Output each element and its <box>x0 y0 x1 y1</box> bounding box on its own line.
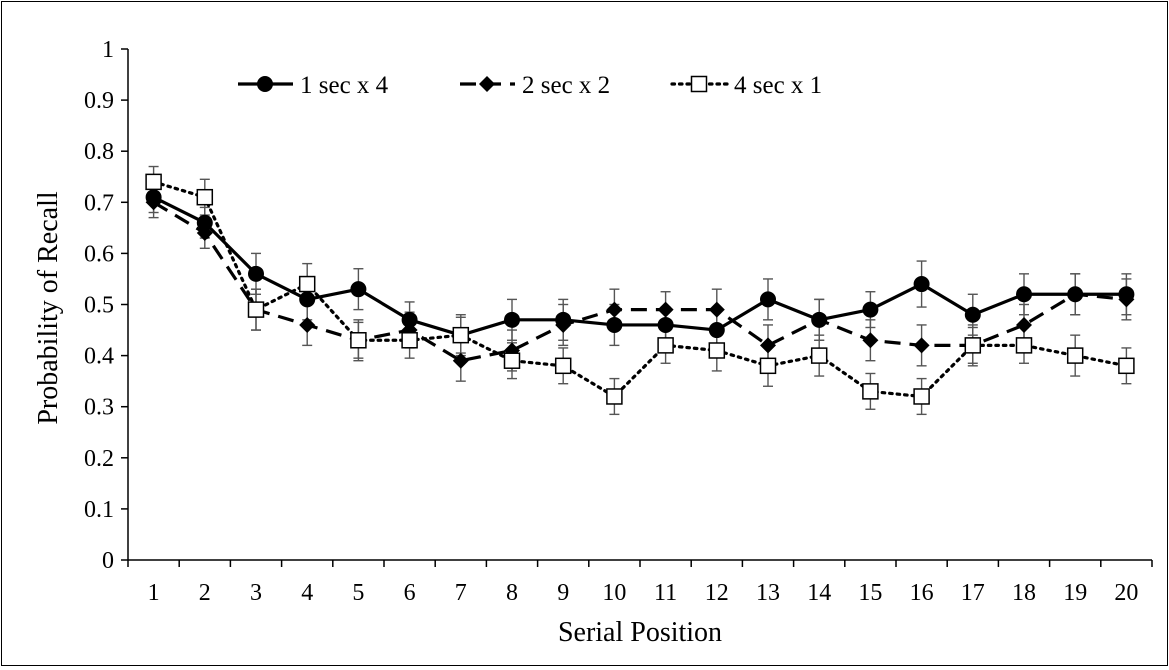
series-2-point <box>196 224 213 241</box>
series-1-point <box>657 316 674 333</box>
series-3-point <box>759 357 777 375</box>
series-3-point <box>657 337 674 354</box>
series-2-point <box>145 194 162 211</box>
series-line-1 <box>152 195 1127 337</box>
x-tick-label: 3 <box>250 580 262 606</box>
legend-marker-3 <box>690 75 708 93</box>
x-tick-label: 2 <box>199 580 211 606</box>
x-axis-title: Serial Position <box>558 617 722 648</box>
x-tick-label: 6 <box>404 580 416 606</box>
legend-marker-1 <box>257 76 273 92</box>
series-layer <box>145 173 1135 405</box>
series-2-point <box>1016 316 1032 333</box>
series-1-point <box>760 291 776 308</box>
series-2-point <box>452 352 469 369</box>
y-tick-label: 0.5 <box>84 293 114 319</box>
series-1-point <box>504 311 520 328</box>
series-3-point <box>298 275 316 293</box>
legend-label-3: 4 sec x 1 <box>734 72 822 99</box>
x-tick-label: 7 <box>455 580 467 606</box>
y-tick-label: 0.4 <box>84 344 114 370</box>
series-2-point <box>760 337 776 354</box>
series-2-point <box>1067 286 1084 303</box>
series-line-2 <box>152 200 1127 363</box>
series-1-point <box>299 291 316 308</box>
series-3-point <box>452 326 470 344</box>
series-3-point <box>401 332 418 349</box>
x-tick-label: 13 <box>756 580 780 606</box>
series-3-point <box>606 388 623 405</box>
y-tick-label: 0.2 <box>84 446 114 472</box>
x-tick-label: 1 <box>148 580 160 606</box>
x-tick-label: 10 <box>602 580 626 606</box>
series-1-point <box>1016 286 1032 303</box>
series-2-point <box>299 316 316 333</box>
y-tick-label: 0 <box>102 548 114 574</box>
series-2-point <box>913 337 930 354</box>
series-2-point <box>862 332 879 349</box>
series-3-point <box>810 347 828 364</box>
series-2-point <box>657 301 674 318</box>
series-1-point <box>964 306 981 323</box>
series-3-point <box>350 332 367 349</box>
series-3-point <box>247 301 265 318</box>
series-1-point <box>248 265 264 282</box>
x-tick-label: 16 <box>910 580 934 606</box>
series-line-3 <box>152 180 1129 399</box>
x-tick-label: 17 <box>961 580 985 606</box>
series-3-point <box>554 357 572 375</box>
y-tick-label: 0.6 <box>84 241 114 267</box>
legend-label-1: 1 sec x 4 <box>300 72 389 99</box>
x-tick-label: 8 <box>506 580 518 606</box>
series-3-point <box>862 383 879 400</box>
y-tick-label: 0.1 <box>84 497 114 523</box>
series-2-point <box>1118 291 1135 308</box>
x-tick-label: 20 <box>1114 580 1138 606</box>
x-tick-label: 19 <box>1063 580 1087 606</box>
series-2-point <box>708 301 725 318</box>
series-3-point <box>196 188 214 206</box>
y-tick-label: 0.7 <box>84 190 114 216</box>
x-tick-label: 14 <box>807 580 831 606</box>
x-tick-label: 11 <box>654 580 677 606</box>
series-3-point <box>708 342 726 359</box>
x-tick-label: 4 <box>301 580 313 606</box>
legend: 1 sec x 4 2 sec x 2 4 sec x 1 <box>238 72 822 99</box>
series-1-point <box>606 316 623 333</box>
series-3-point <box>964 337 982 354</box>
x-tick-label: 12 <box>705 580 729 606</box>
series-3-point <box>1118 357 1135 375</box>
series-1-point <box>708 322 725 339</box>
series-3-point <box>1066 347 1084 364</box>
series-2-point <box>606 301 623 318</box>
y-tick-label: 1 <box>102 37 114 63</box>
y-tick-label: 0.8 <box>84 139 114 165</box>
series-3-point <box>1015 337 1033 354</box>
series-1-point <box>862 301 879 318</box>
legend-label-2: 2 sec x 2 <box>522 72 610 99</box>
series-3-point <box>503 352 521 369</box>
series-2-point <box>811 311 828 328</box>
y-axis-title: Probability of Recall <box>33 191 64 425</box>
series-3-point <box>145 173 162 191</box>
legend-marker-2 <box>479 76 495 92</box>
x-tick-label: 9 <box>557 580 569 606</box>
series-1-point <box>913 276 930 293</box>
y-tick-label: 0.9 <box>84 88 114 114</box>
x-tick-label: 15 <box>858 580 882 606</box>
series-2-point <box>555 316 572 333</box>
y-tick-label: 0.3 <box>84 395 114 421</box>
x-tick-label: 18 <box>1012 580 1036 606</box>
axes: 00.10.20.30.40.50.60.70.80.911 2 3 4 5 6 7 8 9 10… <box>84 37 1153 606</box>
series-3-point <box>913 388 930 405</box>
series-1-point <box>350 281 367 298</box>
x-tick-label: 5 <box>352 580 364 606</box>
